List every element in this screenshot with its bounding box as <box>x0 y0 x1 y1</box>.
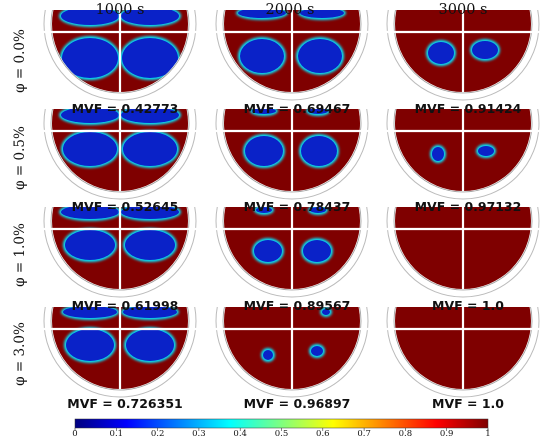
mvf-r0-c1: MVF = 0.69467 <box>243 101 351 116</box>
colorbar-ticks <box>74 428 489 431</box>
panel-r1-c1 <box>214 109 370 200</box>
liquid-region <box>123 307 177 318</box>
liquid-region <box>65 230 115 260</box>
liquid-region <box>301 136 337 166</box>
liquid-region <box>310 207 326 213</box>
liquid-region <box>308 109 328 114</box>
mvf-r2-c1: MVF = 0.89567 <box>243 298 351 313</box>
mvf-r1-c0: MVF = 0.52645 <box>71 199 179 214</box>
colorbar-tick-label: 0.9 <box>439 429 454 439</box>
colorbar-tick-label: 0.6 <box>316 429 330 439</box>
liquid-region <box>63 307 117 318</box>
column-header-2000s: 2000 s <box>265 2 315 18</box>
liquid-region <box>240 39 284 73</box>
colorbar <box>74 418 489 429</box>
liquid-region <box>472 41 498 59</box>
liquid-region <box>66 329 114 361</box>
panel-r2-c0 <box>42 207 198 298</box>
mvf-r0-c2: MVF = 0.91424 <box>414 101 522 116</box>
liquid-region <box>303 240 331 262</box>
colorbar-tick-label: 0.4 <box>233 429 247 439</box>
row-label-phi-05: φ = 0.5% <box>12 126 28 190</box>
mvf-r3-c2: MVF = 1.0 <box>432 396 504 411</box>
liquid-region <box>300 10 344 18</box>
liquid-region <box>263 350 273 360</box>
liquid-region <box>245 136 283 166</box>
liquid-region <box>256 207 272 213</box>
colorbar-tick-label: 0.7 <box>357 429 371 439</box>
liquid-region <box>432 147 444 161</box>
mvf-r2-c0: MVF = 0.61998 <box>71 298 179 313</box>
liquid-region <box>61 10 119 25</box>
panel-r0-c2 <box>385 10 541 101</box>
panel-r1-c2 <box>385 109 541 200</box>
liquid-region <box>125 230 175 260</box>
liquid-region <box>62 38 118 78</box>
panel-r2-c1 <box>214 207 370 298</box>
colorbar-tick-label: 0.5 <box>274 429 289 439</box>
liquid-region <box>298 39 342 73</box>
panel-grid <box>42 10 541 398</box>
row-label-phi-1: φ = 1.0% <box>12 223 28 287</box>
colorbar-tick-label: 0.2 <box>150 429 165 439</box>
mvf-r3-c1: MVF = 0.96897 <box>243 396 351 411</box>
mvf-r0-c0: MVF = 0.42773 <box>71 101 179 116</box>
liquid-region <box>254 240 282 262</box>
panel-r3-c0 <box>42 307 198 398</box>
colorbar-tick-label: 1 <box>485 429 491 439</box>
row-label-phi-3: φ = 3.0% <box>12 322 28 386</box>
mvf-r3-c0: MVF = 0.726351 <box>67 396 183 411</box>
liquid-region <box>322 309 330 315</box>
colorbar-tick-label: 0 <box>72 429 78 439</box>
liquid-region <box>121 207 179 219</box>
panel-r3-c2 <box>385 307 541 398</box>
panel-r1-c0 <box>42 109 198 200</box>
liquid-region <box>238 10 286 18</box>
liquid-region <box>63 132 117 166</box>
panel-r0-c1 <box>214 10 370 101</box>
mvf-r2-c2: MVF = 1.0 <box>432 298 504 313</box>
row-label-phi-0: φ = 0.0% <box>12 29 28 93</box>
column-header-1000s: 1000 s <box>95 2 145 18</box>
colorbar-tick-label: 0.8 <box>398 429 413 439</box>
liquid-region <box>61 207 119 219</box>
panel-r3-c1 <box>214 307 370 398</box>
liquid-region <box>121 109 179 123</box>
liquid-region <box>428 42 454 64</box>
liquid-region <box>252 109 276 114</box>
mvf-r1-c2: MVF = 0.97132 <box>414 199 522 214</box>
liquid-region <box>61 109 119 123</box>
liquid-region <box>122 38 178 78</box>
colorbar-tick-label: 0.3 <box>192 429 206 439</box>
liquid-region <box>311 346 323 356</box>
liquid-region <box>123 132 177 166</box>
liquid-region <box>121 10 179 25</box>
liquid-region <box>478 146 494 156</box>
mvf-r1-c1: MVF = 0.78437 <box>243 199 351 214</box>
panel-r2-c2 <box>385 207 541 298</box>
panel-r0-c0 <box>42 10 198 101</box>
liquid-region <box>126 329 174 361</box>
column-header-3000s: 3000 s <box>438 2 488 18</box>
colorbar-tick-label: 0.1 <box>109 429 124 439</box>
